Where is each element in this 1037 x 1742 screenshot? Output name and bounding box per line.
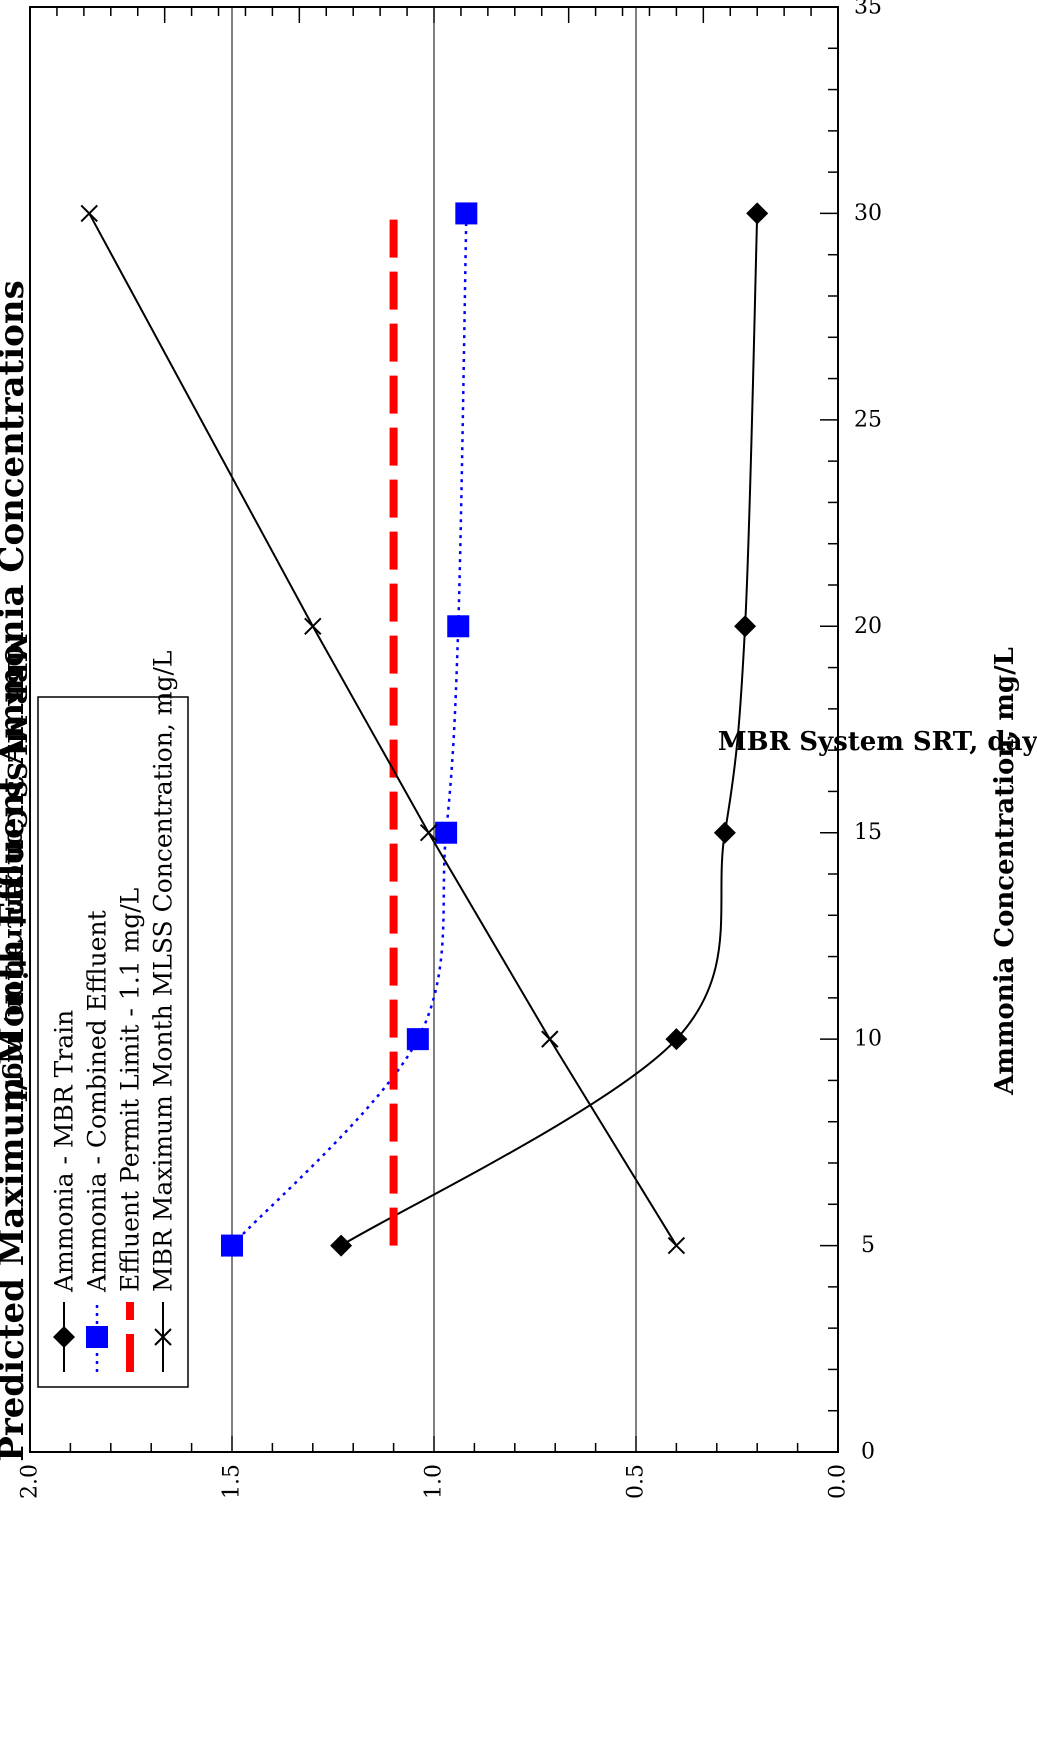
x-tick-label: 5 [861,1233,875,1258]
data-point [713,821,736,844]
data-point [455,202,478,225]
x-tick-label: 20 [854,614,882,639]
series-1 [221,202,478,1257]
data-point [667,1236,686,1255]
data-point [304,617,322,635]
data-point [53,1326,75,1348]
data-point-stroke [419,824,438,842]
data-point [330,1234,353,1257]
legend-label: MBR Maximum Month MLSS Concentration, mg… [149,650,178,1292]
data-point-stroke [80,204,98,223]
chart-title: Predicted Maximum Month Effluent Ammonia… [0,280,32,1461]
y-tick-label: 2.0 [18,1464,43,1499]
legend-label: Effluent Permit Limit - 1.1 mg/L [116,888,145,1292]
y-tick-label: 1.0 [422,1464,447,1499]
legend-label: Ammonia - Combined Effluent [83,910,112,1293]
data-point [221,1234,243,1257]
legend-item: Ammonia - Combined Effluent [83,910,112,1372]
y-tick-label: 0.0 [826,1464,851,1499]
x-tick-label: 30 [854,201,882,226]
y2-axis-title: MBR MLSS Concentration, mg/L [1,634,31,1109]
series-line [340,213,759,1247]
legend-label: Ammonia - MBR Train [50,1010,79,1293]
data-point [541,1030,559,1048]
x-tick-label: 10 [854,1027,882,1052]
data-point-stroke [667,1236,686,1255]
legend-item: Effluent Permit Limit - 1.1 mg/L [116,888,145,1372]
y-tick-label: 1.5 [220,1464,245,1499]
data-point [154,1328,172,1346]
legend-item: Ammonia - MBR Train [50,1010,79,1372]
series-0 [330,202,769,1257]
y-tick-label: 0.5 [624,1464,649,1499]
data-point [435,821,458,844]
data-point [406,1028,429,1051]
data-point-stroke [304,617,322,635]
series-3 [80,204,686,1255]
legend-box [37,696,189,1388]
data-point-stroke [541,1030,559,1048]
data-point [80,204,98,223]
data-point [86,1326,108,1348]
x-tick-label: 15 [854,820,882,845]
data-point [734,615,757,638]
data-point [447,615,470,638]
legend-item: MBR Maximum Month MLSS Concentration, mg… [149,650,178,1372]
y-axis-title: Ammonia Concentration, mg/L [990,647,1020,1096]
x-tick-label: 25 [854,407,882,432]
data-point [419,824,438,842]
x-axis-title: MBR System SRT, days [718,727,1037,757]
x-tick-label: 0 [861,1440,875,1465]
series-line [231,213,468,1247]
data-point [746,202,769,225]
data-point-stroke [154,1328,172,1346]
x-tick-label: 35 [854,0,882,20]
